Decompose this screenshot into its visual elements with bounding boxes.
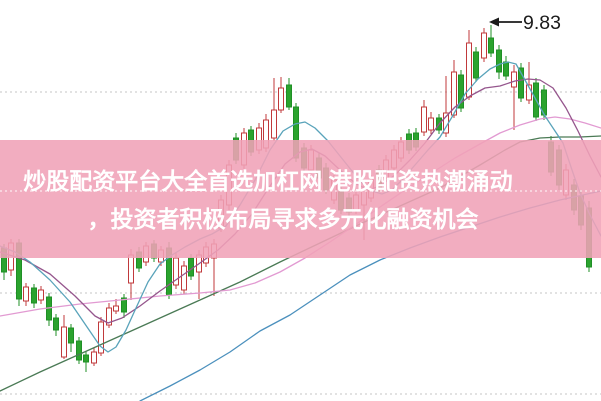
headline-line2: ，投资者积极布局寻求多元化融资机会	[88, 206, 479, 232]
candle-body	[451, 71, 457, 116]
candle-body	[128, 254, 134, 284]
candle-body	[511, 71, 517, 88]
candle-body	[181, 265, 187, 291]
candle-body	[481, 32, 487, 59]
candle-body	[68, 327, 74, 344]
candle-body	[76, 340, 82, 361]
candle-body	[488, 37, 494, 54]
candle-body	[53, 317, 59, 331]
candle-body	[518, 67, 524, 99]
price-annotation: 9.83	[489, 12, 561, 34]
candle-body	[91, 351, 97, 364]
candle-body	[278, 87, 284, 111]
candle-body	[31, 287, 37, 304]
candle-body	[503, 61, 509, 77]
annotation-arrow-head-icon	[489, 17, 499, 27]
candle-body	[98, 321, 104, 354]
candle-body	[428, 117, 434, 131]
candle-body	[113, 305, 119, 312]
headline-line1: 炒股配资平台大全首选加杠网 港股配资热潮涌动	[23, 168, 512, 194]
candle-body	[473, 51, 479, 79]
candle-body	[106, 307, 112, 326]
candle-body	[188, 257, 194, 277]
candle-body	[286, 84, 292, 108]
candle-body	[38, 289, 44, 301]
annotation-price-label: 9.83	[523, 12, 561, 34]
candle-body	[61, 326, 67, 358]
candle-body	[83, 354, 89, 363]
candle-body	[271, 109, 277, 139]
candle-body	[121, 297, 127, 313]
candle-body	[496, 49, 502, 73]
gridlines-layer	[0, 91, 601, 395]
candle-body	[421, 106, 427, 133]
watermark-overlay-band	[0, 140, 601, 258]
candle-body	[458, 74, 464, 109]
candle-body	[23, 286, 29, 302]
